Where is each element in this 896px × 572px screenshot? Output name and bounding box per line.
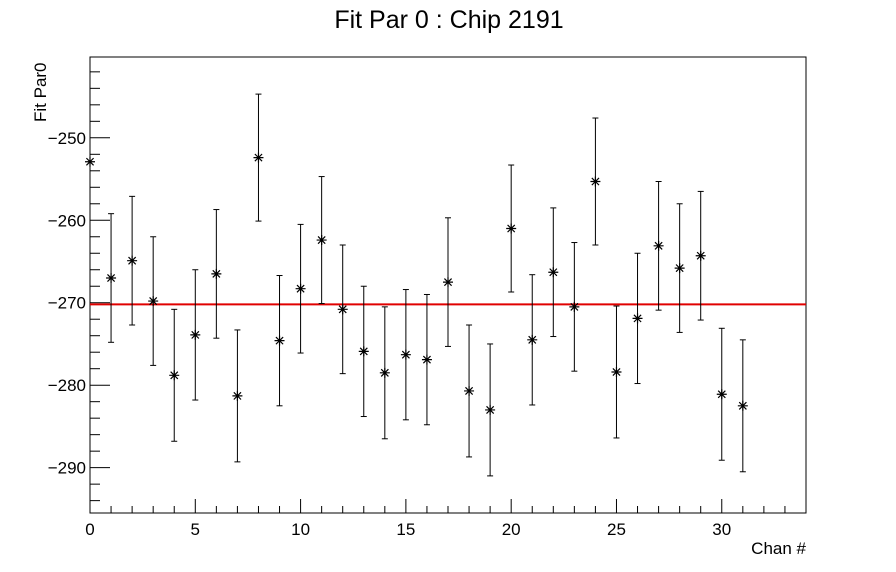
x-axis-label: Chan #	[751, 539, 806, 558]
star-marker	[421, 354, 432, 365]
star-marker	[85, 156, 95, 167]
x-axis: 0 5 10 15 20 25 30	[85, 499, 807, 539]
data-point	[232, 329, 243, 463]
data-point	[295, 223, 306, 354]
x-tick-label: 30	[712, 520, 731, 539]
star-marker	[295, 283, 306, 294]
star-marker	[674, 263, 685, 274]
star-marker	[253, 152, 264, 163]
star-marker	[274, 335, 285, 346]
data-point	[653, 181, 664, 311]
star-marker	[653, 240, 664, 251]
star-marker	[632, 313, 643, 324]
star-marker	[527, 334, 538, 345]
star-marker	[716, 389, 727, 400]
x-tick-label: 20	[502, 520, 521, 539]
star-marker	[506, 223, 517, 234]
data-point	[590, 117, 601, 246]
star-marker	[379, 367, 390, 378]
x-tick-label: 25	[607, 520, 626, 539]
star-marker	[169, 370, 180, 381]
star-marker	[148, 296, 159, 307]
data-point	[400, 289, 411, 421]
data-point	[485, 343, 496, 477]
star-marker	[443, 277, 453, 288]
star-marker	[337, 304, 348, 315]
data-point	[379, 306, 390, 440]
star-marker	[464, 385, 475, 396]
star-marker	[569, 301, 580, 312]
y-tick-label: −270	[48, 294, 86, 313]
data-point	[569, 242, 580, 372]
star-marker	[737, 400, 748, 411]
x-tick-label: 0	[85, 520, 94, 539]
data-point	[632, 252, 643, 385]
data-point	[527, 274, 538, 406]
y-tick-label: −260	[48, 211, 86, 230]
x-tick-label: 10	[291, 520, 310, 539]
star-marker	[232, 390, 243, 401]
star-marker	[358, 346, 369, 357]
data-point	[337, 244, 348, 375]
star-marker	[695, 250, 706, 261]
data-point	[85, 156, 95, 167]
data-point	[737, 339, 748, 473]
data-point	[674, 203, 685, 333]
chart-title: Fit Par 0 : Chip 2191	[334, 6, 563, 34]
data-point	[421, 293, 432, 426]
data-point	[358, 285, 369, 418]
data-point	[211, 209, 222, 339]
data-point	[316, 176, 327, 305]
data-point	[169, 308, 180, 442]
data-points	[85, 93, 748, 477]
y-tick-label: −280	[48, 376, 86, 395]
data-point	[443, 217, 453, 347]
data-point	[148, 236, 159, 366]
y-tick-label: −290	[48, 459, 86, 478]
x-tick-label: 15	[396, 520, 415, 539]
data-point	[106, 213, 117, 343]
data-point	[464, 324, 475, 458]
star-marker	[211, 268, 222, 279]
data-point	[274, 275, 285, 407]
data-point	[253, 93, 264, 222]
data-point	[548, 207, 559, 338]
data-point	[611, 305, 622, 439]
star-marker	[400, 349, 411, 360]
star-marker	[611, 366, 622, 377]
x-tick-label: 5	[191, 520, 200, 539]
star-marker	[548, 267, 559, 278]
data-point	[695, 190, 706, 321]
y-axis-label: Fit Par0	[31, 62, 50, 122]
star-marker	[127, 255, 138, 266]
data-point	[506, 164, 517, 293]
data-point	[190, 269, 201, 401]
y-axis: −250 −260 −270 −280 −290	[48, 71, 110, 502]
star-marker	[316, 235, 327, 246]
y-tick-label: −250	[48, 129, 86, 148]
data-point	[716, 327, 727, 461]
star-marker	[190, 329, 201, 340]
star-marker	[106, 272, 117, 283]
star-marker	[590, 176, 601, 187]
data-point	[127, 195, 138, 326]
star-marker	[485, 404, 496, 415]
